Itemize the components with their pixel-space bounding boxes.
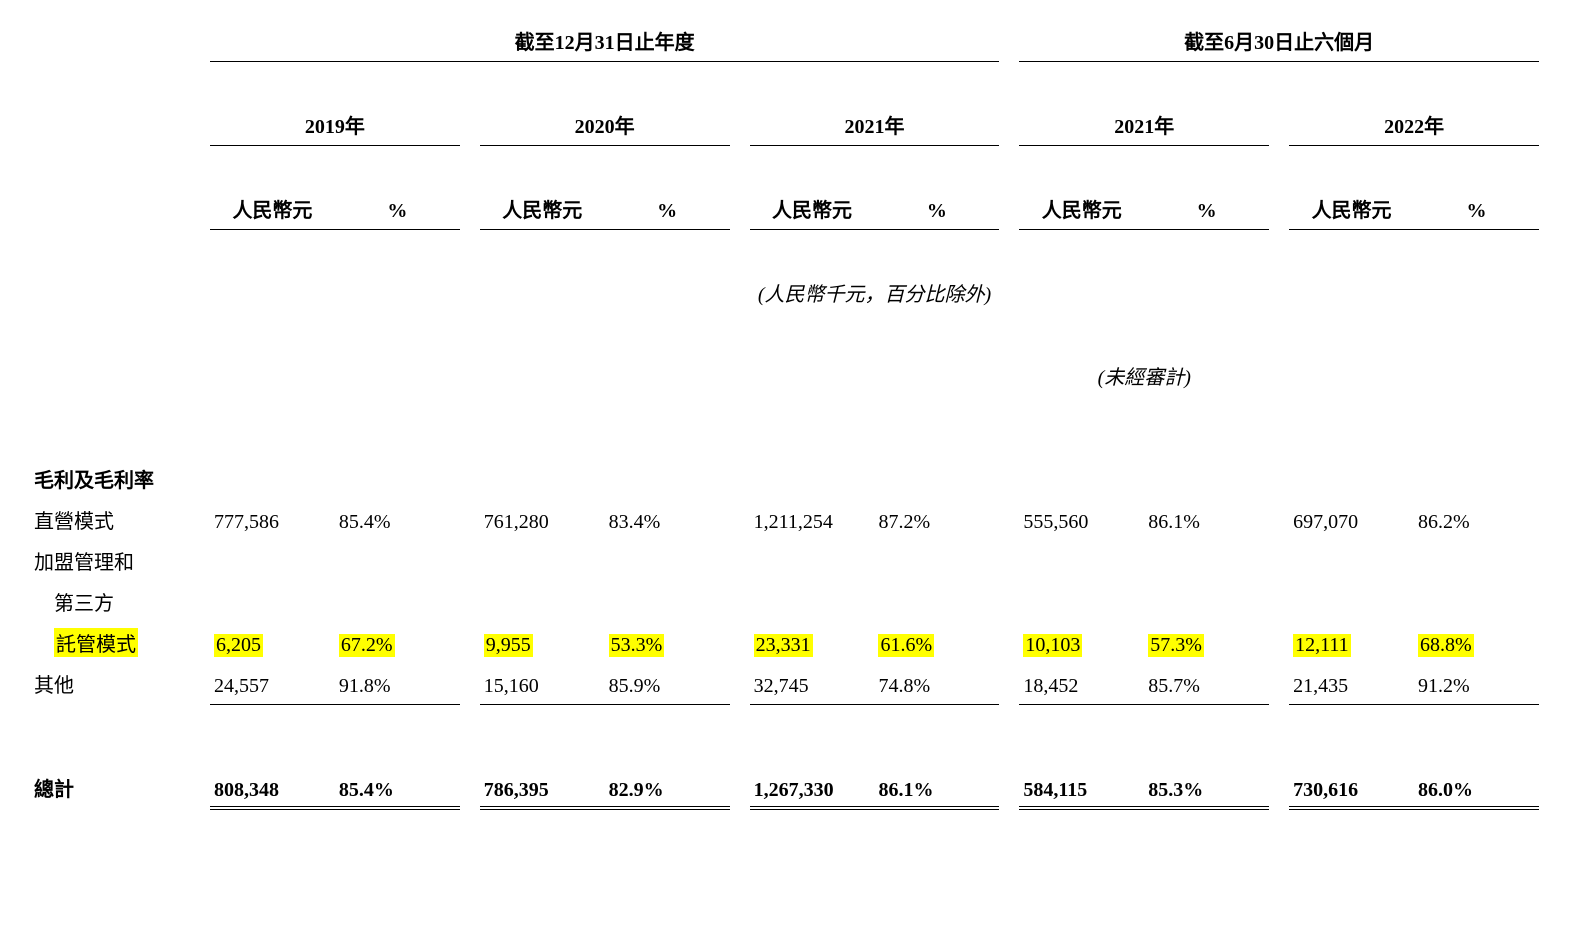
- cell-pct: 85.3%: [1144, 767, 1269, 808]
- cell-value: 761,280: [480, 499, 605, 540]
- header-h2022: 2022年: [1289, 104, 1539, 146]
- unit-rmb: 人民幣元: [750, 188, 875, 230]
- cell-pct: 61.6%: [874, 622, 999, 663]
- cell-pct: 86.2%: [1414, 499, 1539, 540]
- cell-pct: 57.3%: [1144, 622, 1269, 663]
- row-franchise-l2: 第三方: [30, 581, 1539, 622]
- header-y2021: 2021年: [750, 104, 1000, 146]
- financial-table: 截至12月31日止年度 截至6月30日止六個月 2019年 2020年 2021…: [30, 20, 1539, 810]
- row-franchise-label-l2: 第三方: [30, 581, 210, 622]
- cell-pct: 82.9%: [605, 767, 730, 808]
- row-trust-label: 託管模式: [30, 622, 210, 663]
- cell-value: 32,745: [750, 663, 875, 704]
- cell-value: 9,955: [480, 622, 605, 663]
- cell-pct: 74.8%: [874, 663, 999, 704]
- header-period-year: 截至12月31日止年度: [210, 20, 999, 62]
- cell-value: 6,205: [210, 622, 335, 663]
- unit-pct: %: [874, 188, 999, 230]
- header-unit-row: 人民幣元 % 人民幣元 % 人民幣元 % 人民幣元 % 人民幣元 %: [30, 188, 1539, 230]
- cell-pct: 85.4%: [335, 499, 460, 540]
- cell-value: 12,111: [1289, 622, 1414, 663]
- cell-pct: 91.8%: [335, 663, 460, 704]
- cell-pct: 86.1%: [874, 767, 999, 808]
- unit-pct: %: [335, 188, 460, 230]
- cell-pct: 53.3%: [605, 622, 730, 663]
- cell-value: 808,348: [210, 767, 335, 808]
- section-title-row: 毛利及毛利率: [30, 458, 1539, 499]
- cell-value: 18,452: [1019, 663, 1144, 704]
- cell-pct: 85.9%: [605, 663, 730, 704]
- unit-rmb: 人民幣元: [480, 188, 605, 230]
- cell-value: 1,267,330: [750, 767, 875, 808]
- header-period-half: 截至6月30日止六個月: [1019, 20, 1539, 62]
- note-unaudited-row: (未經審計): [30, 355, 1539, 396]
- header-period-row: 截至12月31日止年度 截至6月30日止六個月: [30, 20, 1539, 62]
- cell-value: 584,115: [1019, 767, 1144, 808]
- cell-pct: 85.4%: [335, 767, 460, 808]
- cell-value: 23,331: [750, 622, 875, 663]
- row-franchise-l1: 加盟管理和: [30, 540, 1539, 581]
- row-trust: 託管模式 6,205 67.2% 9,955 53.3% 23,331 61.6…: [30, 622, 1539, 663]
- cell-pct: 86.0%: [1414, 767, 1539, 808]
- unit-rmb: 人民幣元: [1289, 188, 1414, 230]
- cell-pct: 87.2%: [874, 499, 999, 540]
- section-title: 毛利及毛利率: [30, 458, 210, 499]
- row-other: 其他 24,557 91.8% 15,160 85.9% 32,745 74.8…: [30, 663, 1539, 704]
- cell-value: 24,557: [210, 663, 335, 704]
- cell-pct: 67.2%: [335, 622, 460, 663]
- cell-value: 697,070: [1289, 499, 1414, 540]
- cell-value: 555,560: [1019, 499, 1144, 540]
- row-total: 總計 808,348 85.4% 786,395 82.9% 1,267,330…: [30, 767, 1539, 808]
- note-units: (人民幣千元，百分比除外): [210, 272, 1539, 313]
- cell-value: 777,586: [210, 499, 335, 540]
- cell-value: 786,395: [480, 767, 605, 808]
- cell-pct: 85.7%: [1144, 663, 1269, 704]
- unit-rmb: 人民幣元: [210, 188, 335, 230]
- note-units-row: (人民幣千元，百分比除外): [30, 272, 1539, 313]
- unit-pct: %: [605, 188, 730, 230]
- cell-value: 21,435: [1289, 663, 1414, 704]
- unit-pct: %: [1144, 188, 1269, 230]
- row-total-label: 總計: [30, 767, 210, 808]
- row-direct: 直營模式 777,586 85.4% 761,280 83.4% 1,211,2…: [30, 499, 1539, 540]
- row-direct-label: 直營模式: [30, 499, 210, 540]
- cell-value: 10,103: [1019, 622, 1144, 663]
- cell-pct: 91.2%: [1414, 663, 1539, 704]
- header-y2020: 2020年: [480, 104, 730, 146]
- note-unaudited: (未經審計): [1019, 355, 1269, 396]
- cell-pct: 68.8%: [1414, 622, 1539, 663]
- cell-pct: 86.1%: [1144, 499, 1269, 540]
- cell-value: 15,160: [480, 663, 605, 704]
- row-franchise-label-l1: 加盟管理和: [30, 540, 210, 581]
- cell-value: 730,616: [1289, 767, 1414, 808]
- cell-pct: 83.4%: [605, 499, 730, 540]
- unit-rmb: 人民幣元: [1019, 188, 1144, 230]
- header-y2019: 2019年: [210, 104, 460, 146]
- unit-pct: %: [1414, 188, 1539, 230]
- cell-value: 1,211,254: [750, 499, 875, 540]
- row-other-label: 其他: [30, 663, 210, 704]
- header-year-row: 2019年 2020年 2021年 2021年 2022年: [30, 104, 1539, 146]
- header-h2021: 2021年: [1019, 104, 1269, 146]
